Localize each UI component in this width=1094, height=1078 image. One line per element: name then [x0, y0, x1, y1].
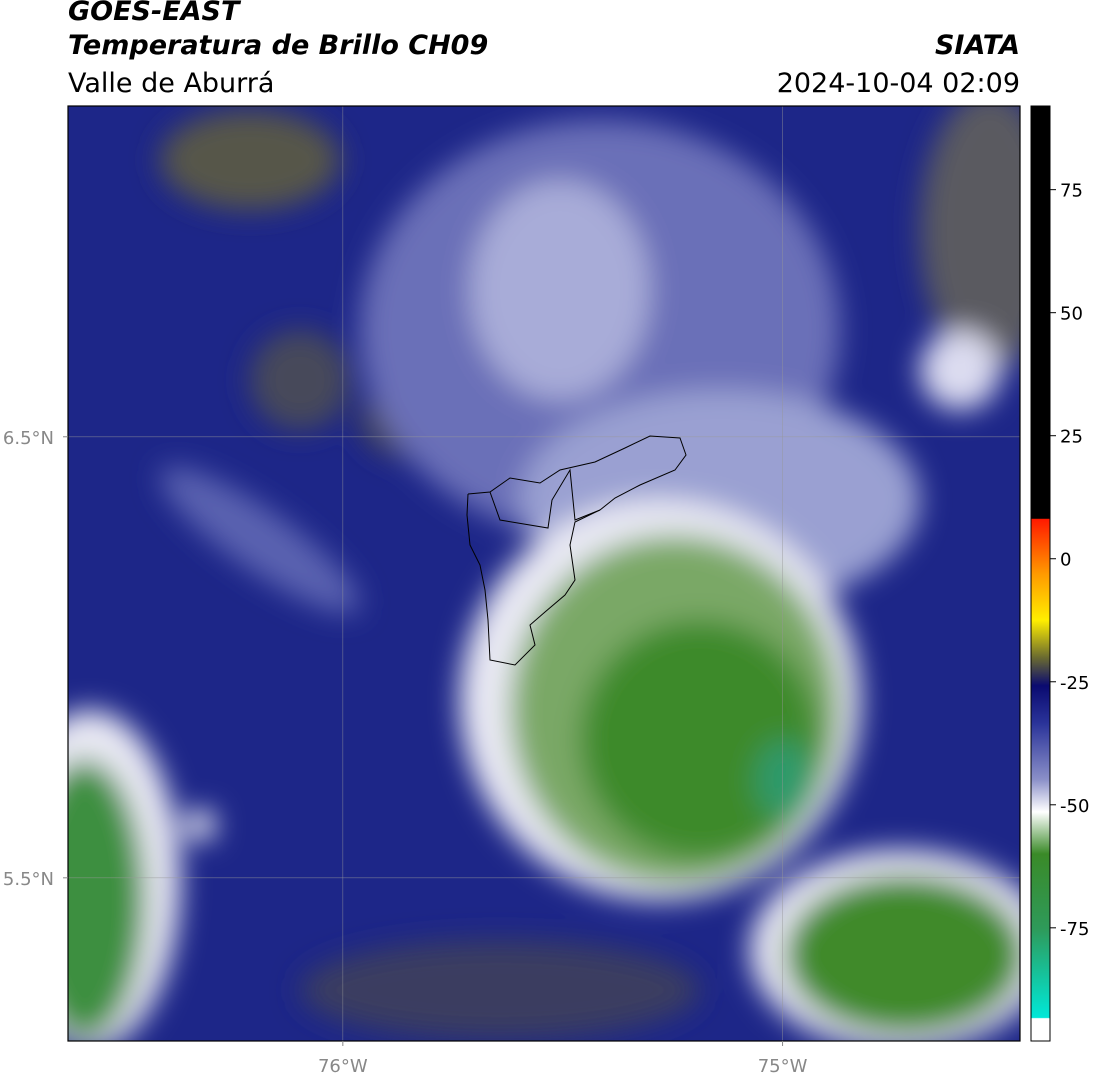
- municipality-borders: [489, 468, 601, 529]
- x-tick-label: 75°W: [758, 1056, 808, 1077]
- region: Valle de Aburrá: [68, 68, 274, 99]
- y-tick-label: 6.5°N: [3, 428, 54, 449]
- colorbar-tick-label: -25: [1060, 673, 1089, 694]
- subtitle: Temperatura de Brillo CH09: [68, 30, 488, 61]
- colorbar-tick-label: 0: [1060, 550, 1071, 571]
- basin-outline: [466, 435, 687, 666]
- source: SIATA: [935, 30, 1020, 61]
- grid: [68, 106, 1020, 1041]
- satellite-image: [68, 106, 1020, 1041]
- colorbar-tick-label: 50: [1060, 304, 1083, 325]
- title: GOES-EAST: [68, 0, 242, 27]
- colorbar-tick-label: 25: [1060, 427, 1083, 448]
- colorbar-tick-label: -50: [1060, 796, 1089, 817]
- colorbar-tick-label: 75: [1060, 181, 1083, 202]
- y-tick-label: 5.5°N: [3, 869, 54, 890]
- timestamp: 2024-10-04 02:09: [777, 68, 1020, 99]
- colorbar-tick-label: -75: [1060, 919, 1089, 940]
- x-tick-label: 76°W: [318, 1056, 368, 1077]
- map-frame: [67, 105, 1021, 1042]
- colorbar: [1030, 105, 1051, 1042]
